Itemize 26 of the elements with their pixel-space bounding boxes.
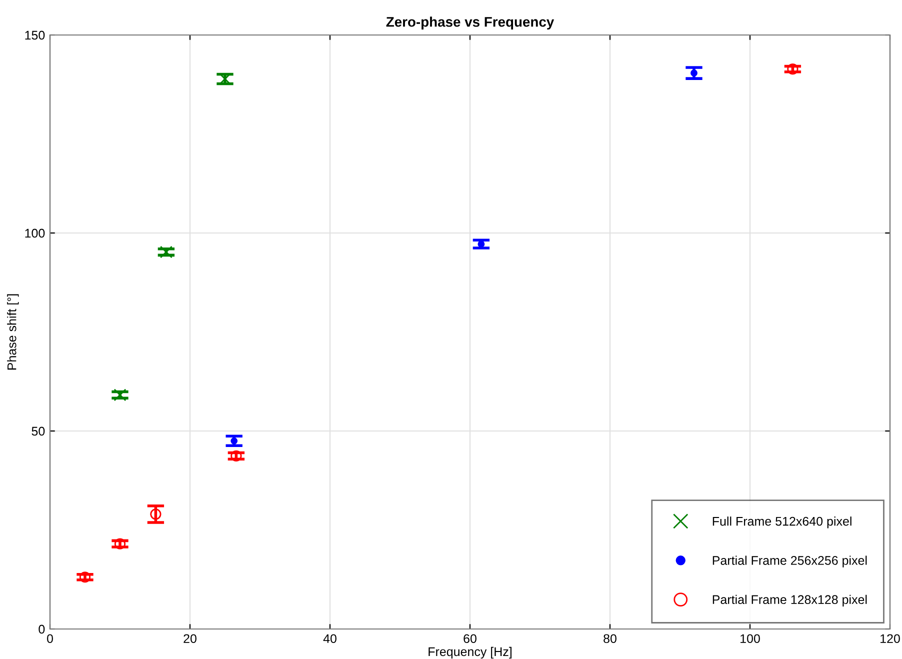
x-tick-label: 40	[323, 634, 336, 644]
point	[230, 437, 238, 444]
legend-label: Full Frame 512x640 pixel	[712, 516, 852, 528]
x-tick-label: 100	[740, 634, 760, 644]
point	[114, 388, 126, 402]
chart-title: Zero-phase vs Frequency	[386, 16, 554, 30]
x-tick-label: 60	[464, 634, 476, 644]
point	[690, 70, 698, 76]
y-tick-label: 100	[25, 228, 45, 238]
point	[787, 63, 798, 75]
point	[79, 572, 91, 583]
x-tick-label: 120	[880, 634, 900, 644]
legend-label: Partial Frame 256x256 pixel	[712, 556, 867, 568]
point	[230, 450, 242, 462]
point	[150, 508, 162, 520]
point	[114, 538, 126, 550]
x-tick-label: 0	[47, 634, 53, 644]
x-axis-title: Frequency [Hz]	[428, 646, 512, 659]
y-axis-title: Phase shift [°]	[7, 294, 19, 370]
y-tick-label: 150	[25, 30, 45, 40]
legend-label: Partial Frame 128x128 pixel	[712, 594, 867, 606]
y-tick-label: 0	[38, 624, 45, 634]
y-tick-label: 50	[32, 426, 45, 436]
x-tick-label: 20	[184, 634, 196, 644]
x-tick-label: 80	[604, 634, 616, 644]
point	[160, 246, 172, 258]
